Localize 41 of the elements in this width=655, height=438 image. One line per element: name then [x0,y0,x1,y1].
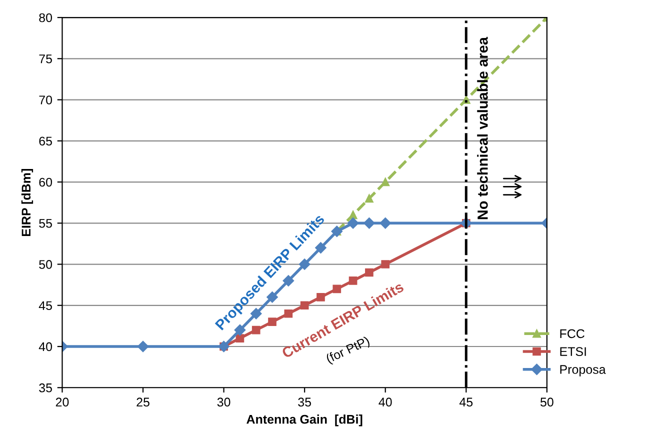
y-tick-label: 60 [39,178,52,187]
y-tick-label: 70 [39,96,52,104]
y-axis-title: EIRP [dBm] [21,169,34,236]
x-tick-label: 25 [136,398,150,407]
y-tick-label: 50 [39,260,52,269]
point [348,276,358,285]
y-tick-label: 40 [38,342,52,352]
y-tick-label: 65 [39,136,52,146]
point [365,194,374,203]
point [332,284,342,294]
y-tick-label: 45 [38,301,52,310]
point [380,218,391,229]
x-tick-label: 20 [56,398,69,407]
point [298,258,310,270]
point [381,260,390,268]
point [236,334,244,342]
x-tick-label: 45 [459,398,473,407]
point [137,340,149,352]
point [381,178,390,186]
point [300,301,309,310]
x-tick-label: 40 [378,398,392,407]
y-tick-label: 55 [39,219,52,228]
x-tick-label: 50 [540,398,554,407]
legend-label: ETSI [560,347,586,356]
y-tick-label: 75 [39,54,52,64]
point [365,268,374,277]
annotation: No technical valuable area [477,36,488,220]
legend-label: FCC [560,329,584,338]
x-tick-label: 35 [298,398,312,407]
point [347,218,359,229]
y-tick-label: 35 [39,383,52,392]
x-tick-label: 30 [217,398,230,407]
point [348,210,358,220]
x-axis-title: Antenna Gain [dBi] [246,414,362,426]
y-tick-label: 80 [39,13,52,22]
point [266,292,278,303]
point [284,309,293,318]
point [364,218,375,229]
point [268,318,276,326]
point [316,292,325,302]
legend-label: Proposa [560,365,606,376]
